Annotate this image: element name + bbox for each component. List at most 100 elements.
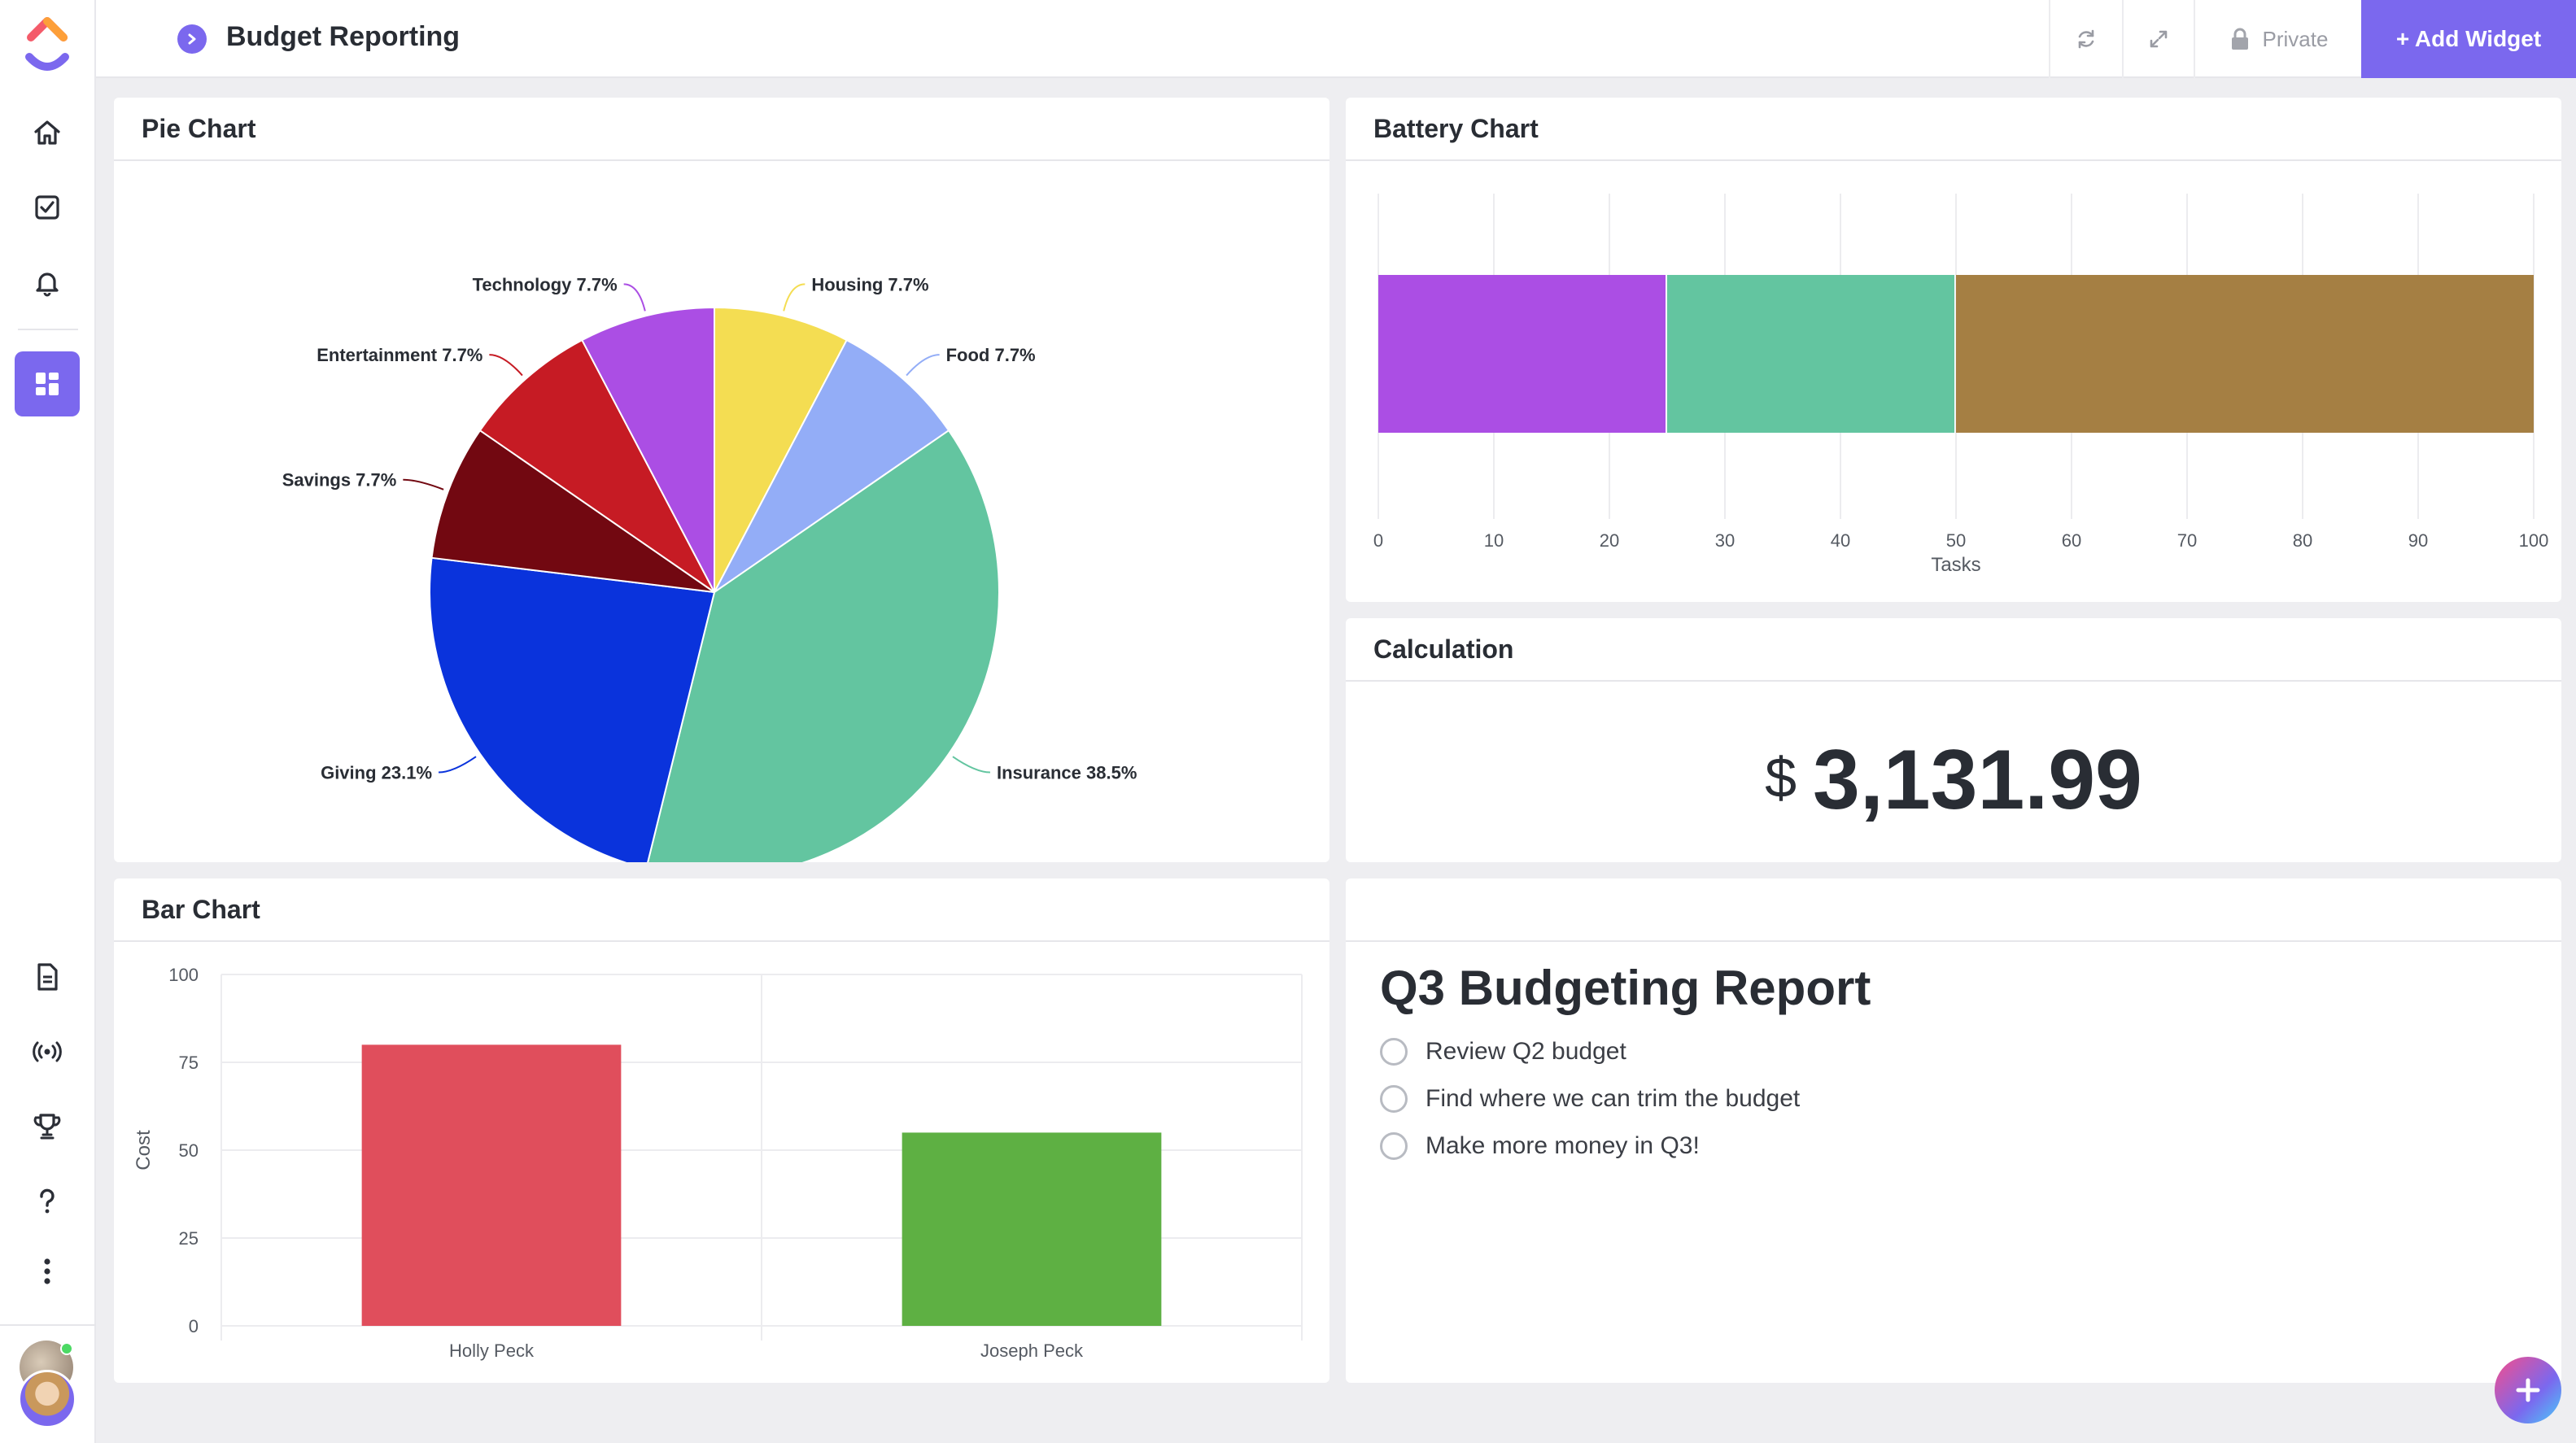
page-title: Budget Reporting [226, 21, 461, 52]
bar-y-tick-label: 75 [179, 1053, 199, 1073]
trophy-icon[interactable] [24, 1103, 71, 1150]
add-widget-button[interactable]: + Add Widget [2361, 0, 2576, 78]
bar-y-tick-label: 100 [168, 965, 199, 985]
lock-icon [2231, 28, 2248, 50]
bar-y-tick-label: 0 [189, 1316, 199, 1336]
battery-tick-label: 0 [1373, 530, 1383, 551]
home-icon[interactable] [24, 109, 71, 156]
bar-chart-card: Bar Chart 0 25 50 75 100 Holly Peck Joseph Pec… [114, 878, 1329, 1383]
battery-tick-label: 60 [2062, 530, 2081, 551]
pie-slice-label: Savings 7.7% [282, 470, 397, 490]
expand-sidebar-button[interactable] [177, 24, 207, 54]
user-avatars[interactable] [16, 1341, 81, 1430]
bell-icon[interactable] [24, 259, 71, 306]
battery-segment-2[interactable] [1667, 275, 1954, 433]
pie-label-leader [623, 283, 646, 312]
help-icon[interactable] [24, 1178, 71, 1225]
pie-label-leader [783, 283, 806, 312]
clickup-logo[interactable] [20, 15, 75, 76]
pie-label-leader [403, 478, 444, 490]
private-label: Private [2262, 26, 2329, 51]
battery-tick-label: 100 [2519, 530, 2549, 551]
battery-chart: 0 10 20 30 40 50 60 70 80 90 100 Tasks [1373, 194, 2549, 576]
battery-tick-label: 10 [1484, 530, 1504, 551]
pie-slice-label: Insurance 38.5% [997, 763, 1137, 783]
plus-icon [2516, 1378, 2540, 1402]
bar-y-tick-label: 25 [179, 1228, 199, 1249]
calculation-value: $3,131.99 [1346, 732, 2561, 829]
bar-holly-peck[interactable] [361, 1044, 622, 1326]
sidebar [0, 0, 96, 1443]
sidebar-divider [18, 329, 78, 330]
battery-segment-1[interactable] [1378, 275, 1666, 433]
battery-chart-card: Battery Chart 0 10 20 30 40 50 60 70 80 90 100 Task… [1346, 98, 2561, 602]
fullscreen-button[interactable] [2122, 0, 2194, 78]
todo-label: Make more money in Q3! [1426, 1132, 1700, 1159]
pie-chart-title: Pie Chart [114, 98, 1329, 161]
pie-chart-card: Pie Chart Housing 7.7% Food 7.7% Insurance… [114, 98, 1329, 878]
bar-y-axis-label: Cost [133, 1130, 155, 1171]
broadcast-icon[interactable] [24, 1028, 71, 1075]
pie-label-leader [952, 756, 990, 774]
bar-chart-title: Bar Chart [114, 878, 1329, 942]
refresh-button[interactable] [2049, 0, 2122, 78]
pie-slice-savings[interactable] [430, 429, 715, 593]
todo-item[interactable]: Review Q2 budget [1380, 1038, 1626, 1066]
battery-tick-label: 20 [1600, 530, 1619, 551]
todo-checkbox[interactable] [1380, 1038, 1408, 1066]
pie-slice-entertainment[interactable] [478, 338, 715, 593]
battery-tick-label: 70 [2177, 530, 2197, 551]
calculation-card: Calculation $3,131.99 [1346, 618, 2561, 862]
pie-chart: Housing 7.7% Food 7.7% Insurance 38.5% Givi… [282, 274, 1137, 878]
calculation-number: 3,131.99 [1813, 733, 2142, 827]
user-avatar[interactable] [18, 1370, 76, 1428]
bar-category-label: Joseph Peck [980, 1341, 1084, 1361]
pie-slice-giving[interactable] [429, 556, 716, 870]
bar-category-label: Holly Peck [449, 1341, 535, 1361]
refresh-icon [2078, 29, 2094, 49]
pie-slice-housing[interactable] [714, 306, 849, 593]
currency-symbol: $ [1765, 746, 1797, 809]
pie-label-leader [439, 756, 477, 774]
calculation-title: Calculation [1346, 618, 2561, 682]
battery-chart-title: Battery Chart [1346, 98, 2561, 161]
pie-slice-label: Entertainment 7.7% [317, 345, 482, 365]
pie-slice-technology[interactable] [580, 306, 715, 593]
private-toggle[interactable]: Private [2194, 0, 2361, 78]
battery-segment-3[interactable] [1956, 275, 2534, 433]
battery-tick-label: 50 [1946, 530, 1966, 551]
bar-joseph-peck[interactable] [902, 1132, 1162, 1326]
report-card: Q3 Budgeting Report Review Q2 budget Fin… [1346, 878, 2561, 1383]
header: Budget Reporting Private + Add Widget [96, 0, 2576, 78]
report-card-header [1346, 878, 2561, 942]
todo-label: Find where we can trim the budget [1426, 1085, 1801, 1112]
battery-tick-label: 30 [1715, 530, 1735, 551]
todo-checkbox[interactable] [1380, 1085, 1408, 1113]
pie-slice-label: Technology 7.7% [473, 274, 618, 294]
pie-slice-label: Food 7.7% [946, 345, 1036, 365]
report-title: Q3 Budgeting Report [1380, 961, 1871, 1015]
bar-chart: 0 25 50 75 100 Holly Peck Joseph Peck Cost [133, 965, 1303, 1361]
online-status-dot [60, 1342, 73, 1355]
todo-checkbox[interactable] [1380, 1132, 1408, 1160]
todo-label: Review Q2 budget [1426, 1038, 1626, 1065]
quick-create-button[interactable] [2495, 1357, 2561, 1423]
sidebar-divider [0, 1324, 96, 1326]
document-icon[interactable] [24, 953, 71, 1001]
dashboard-icon[interactable] [15, 351, 80, 416]
more-icon[interactable] [24, 1248, 71, 1295]
checkbox-icon[interactable] [24, 184, 71, 231]
expand-icon [2150, 30, 2168, 48]
pie-slice-label: Housing 7.7% [811, 274, 928, 294]
battery-tick-label: 90 [2408, 530, 2428, 551]
battery-tick-label: 40 [1831, 530, 1850, 551]
bar-y-tick-label: 50 [179, 1140, 199, 1161]
battery-x-axis-label: Tasks [1931, 554, 1980, 576]
pie-slice-food[interactable] [714, 338, 950, 593]
todo-item[interactable]: Find where we can trim the budget [1380, 1085, 1800, 1113]
pie-slice-label: Giving 23.1% [321, 763, 432, 783]
pie-label-leader [906, 354, 940, 377]
battery-tick-label: 80 [2293, 530, 2312, 551]
pie-label-leader [489, 354, 523, 377]
todo-item[interactable]: Make more money in Q3! [1380, 1132, 1700, 1160]
